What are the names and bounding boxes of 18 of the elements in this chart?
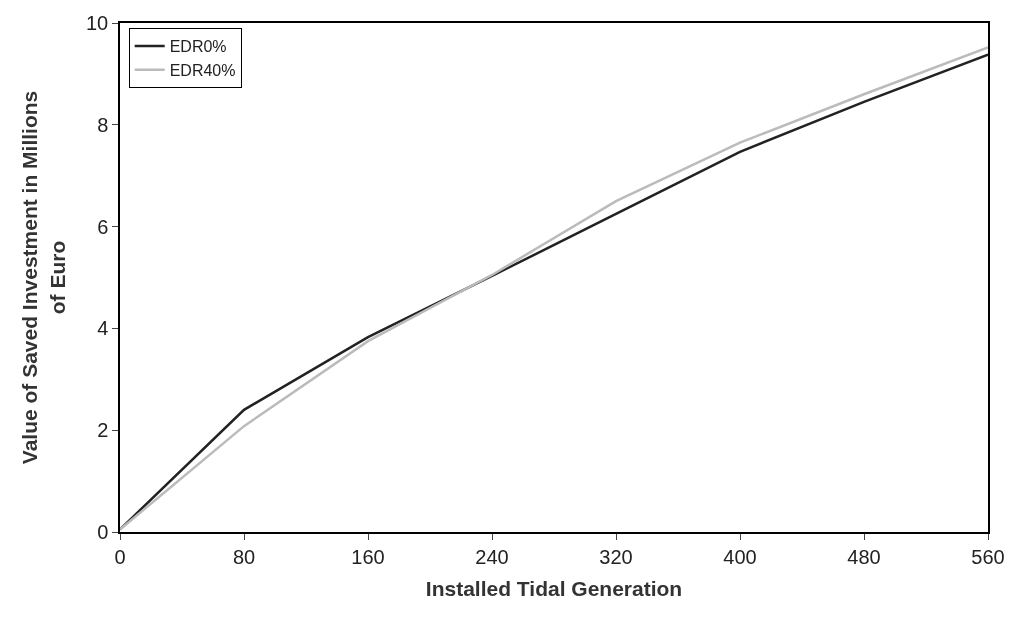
- y-tick-label: 4: [97, 317, 109, 340]
- y-tick-label: 2: [97, 419, 109, 442]
- x-tick-label: 240: [475, 545, 509, 568]
- x-tick-label: 560: [971, 545, 1005, 568]
- x-tick-label: 400: [723, 545, 757, 568]
- y-tick-label: 10: [86, 12, 109, 34]
- y-tick-label: 8: [97, 113, 109, 136]
- x-tick-label: 0: [114, 545, 126, 568]
- legend-label: EDR0%: [169, 38, 227, 56]
- x-tick-label: 320: [599, 545, 633, 568]
- y-tick-label: 6: [97, 215, 109, 238]
- x-axis-title: Installed Tidal Generation: [425, 577, 683, 601]
- x-tick-label: 80: [232, 545, 256, 568]
- y-tick-label: 0: [97, 521, 109, 543]
- legend-label: EDR40%: [169, 62, 236, 80]
- x-tick-label: 160: [351, 545, 385, 568]
- x-tick-label: 480: [847, 545, 881, 568]
- y-axis-title: Value of Saved Investment in Millions of Euro: [18, 90, 69, 465]
